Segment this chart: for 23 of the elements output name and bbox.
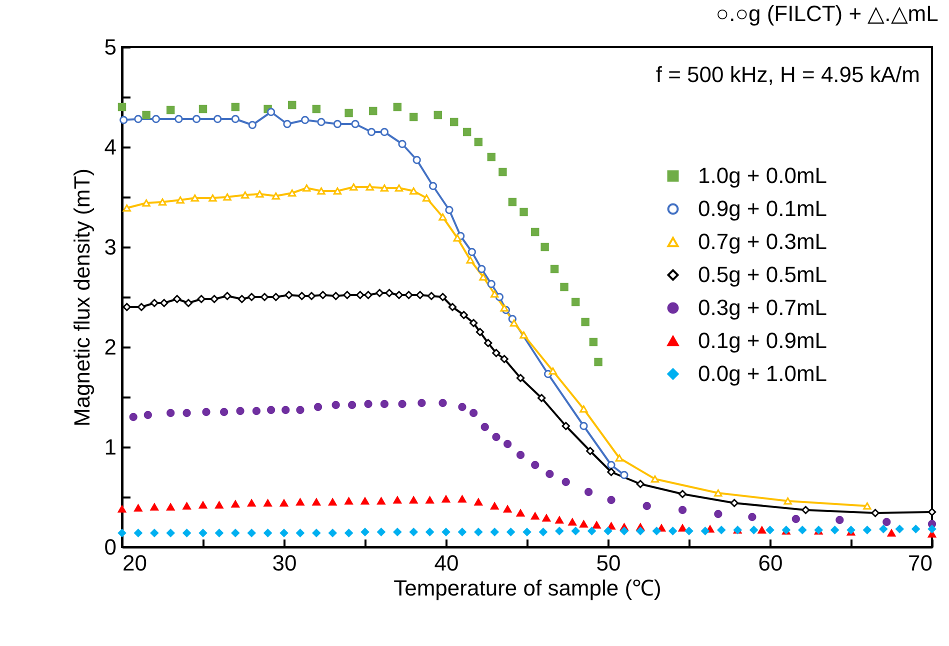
chart-title: ○.○g (FILCT) + △.△mL (716, 1, 938, 26)
annotation: f = 500 kHz, H = 4.95 kA/m (656, 62, 920, 87)
x-tick-label: 50 (596, 550, 621, 576)
legend-label: 0.7g + 0.3mL (698, 229, 828, 254)
legend-label: 0.3g + 0.7mL (698, 295, 828, 320)
y-tick-label: 3 (104, 234, 116, 260)
x-axis-title: Temperature of sample (℃) (394, 576, 662, 600)
legend-label: 0.5g + 0.5mL (698, 262, 828, 287)
y-tick-label: 1 (104, 434, 116, 460)
y-tick-label: 0 (104, 534, 116, 560)
x-tick-label: 30 (272, 550, 297, 576)
x-tick-label: 40 (434, 550, 459, 576)
y-tick-label: 5 (104, 34, 116, 60)
x-tick-label: 60 (758, 550, 783, 576)
legend-label: 0.9g + 0.1mL (698, 196, 828, 221)
legend-label: 1.0g + 0.0mL (698, 163, 828, 188)
y-tick-label: 4 (104, 134, 116, 160)
x-tick-label: 70 (908, 550, 932, 576)
x-tick-label: 20 (122, 550, 147, 576)
y-tick-label: 2 (104, 334, 116, 360)
legend-label: 0.1g + 0.9mL (698, 328, 828, 353)
y-axis-title: Magnetic flux density (mT) (69, 168, 94, 426)
legend-label: 0.0g + 1.0mL (698, 361, 828, 386)
